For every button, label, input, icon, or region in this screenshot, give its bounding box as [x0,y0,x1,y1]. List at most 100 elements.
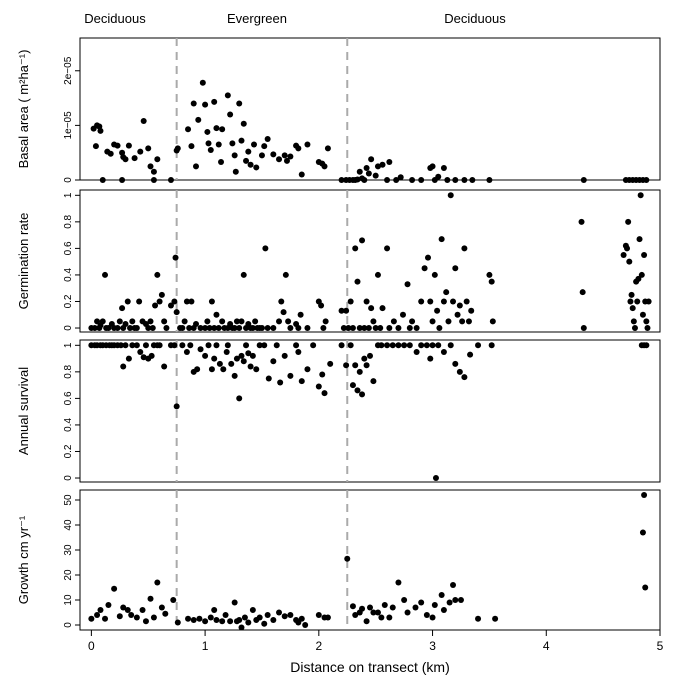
data-point [635,275,642,282]
data-point [293,342,300,349]
data-point [374,271,381,278]
data-point [152,302,159,309]
data-point [161,363,168,370]
data-point [304,141,311,148]
data-point [283,157,290,164]
data-point [287,612,294,618]
y-tick-label: 2e−05 [63,56,74,85]
data-point [361,325,368,332]
data-point [227,618,234,625]
data-point [107,150,114,157]
data-point [338,342,345,349]
data-point [637,192,644,199]
data-point [94,318,101,325]
data-point [423,612,430,618]
data-point [338,307,345,314]
data-point [347,298,354,305]
data-point [270,325,277,332]
data-point [465,318,472,325]
data-point [628,291,635,298]
panel-growth: 0 10 20 30 40 50 Growth cm yr⁻¹ [16,489,661,631]
data-point [193,163,199,170]
data-point [117,342,124,349]
data-point [440,298,447,305]
data-point [187,342,194,349]
data-point [249,352,256,359]
data-point [213,342,220,349]
data-point [158,604,165,611]
data-point [219,126,226,133]
data-point [236,395,243,402]
data-point [644,325,651,332]
region-label-deciduous-right: Deciduous [444,11,506,26]
data-point [252,318,259,325]
data-point [116,613,123,620]
data-point [395,325,402,332]
data-point [361,177,368,183]
data-point [631,325,638,332]
data-point [418,599,425,606]
data-point [202,618,209,625]
data-point [452,177,459,183]
data-point [280,309,287,316]
data-point [367,604,373,611]
x-tick-label: 0 [88,639,95,653]
data-point [236,617,243,623]
data-point [120,604,127,611]
data-point [406,342,413,349]
data-point [119,177,126,183]
data-point [190,617,197,623]
data-point [149,325,156,332]
data-point [270,151,277,158]
data-point [219,618,226,625]
data-point [374,163,381,170]
data-point [489,318,496,325]
data-point [140,118,147,125]
data-point [154,156,161,163]
data-point [488,342,495,349]
data-point [386,325,393,332]
data-point [436,325,443,332]
data-point [243,342,250,349]
data-point [185,126,192,133]
data-point [425,254,431,261]
data-point [238,137,245,144]
data-point [397,174,404,181]
data-point [580,325,587,332]
data-point [450,582,457,588]
data-point [413,325,420,332]
data-point [197,325,204,332]
data-point [241,614,248,621]
data-point [379,305,386,312]
panel-basal: 0 1e−05 2e−05 Basal area ( m²ha⁻¹) [16,37,661,183]
y-axis-label: Basal area ( m²ha⁻¹) [16,50,31,169]
data-point [273,342,280,349]
data-point [438,236,445,243]
data-point [128,612,135,618]
data-point [142,342,149,349]
data-point [122,156,129,163]
data-point [276,609,283,616]
data-point [240,120,247,127]
y-tick-label: 0.8 [63,364,74,378]
data-point [356,368,363,375]
data-point [206,325,213,332]
y-tick-label: 20 [63,569,74,581]
data-point [208,298,215,305]
data-point [624,245,631,252]
panel-frame [79,37,661,181]
data-point [641,252,648,259]
y-tick-label: 30 [63,544,74,556]
data-point [492,615,499,622]
data-point [384,245,391,252]
data-point [359,237,366,244]
data-point [295,145,302,152]
data-point [186,325,193,332]
data-point [435,342,442,349]
data-point [142,618,149,625]
data-point [264,612,271,618]
data-point [418,177,425,183]
y-tick-label: 10 [63,594,74,606]
data-point [215,141,222,148]
data-point [213,617,220,623]
